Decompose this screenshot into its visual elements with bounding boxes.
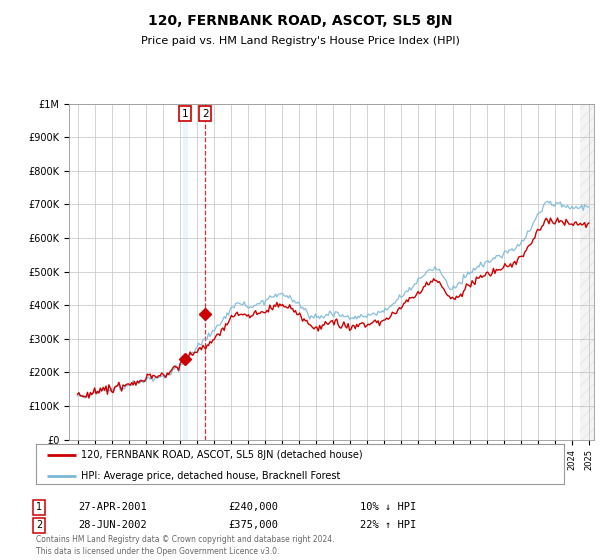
- Text: 22% ↑ HPI: 22% ↑ HPI: [360, 520, 416, 530]
- Text: HPI: Average price, detached house, Bracknell Forest: HPI: Average price, detached house, Brac…: [81, 470, 340, 480]
- Text: Price paid vs. HM Land Registry's House Price Index (HPI): Price paid vs. HM Land Registry's House …: [140, 36, 460, 46]
- Text: 120, FERNBANK ROAD, ASCOT, SL5 8JN (detached house): 120, FERNBANK ROAD, ASCOT, SL5 8JN (deta…: [81, 450, 362, 460]
- Bar: [182, 104, 188, 440]
- Text: 10% ↓ HPI: 10% ↓ HPI: [360, 502, 416, 512]
- Bar: [580, 104, 594, 440]
- Text: 1: 1: [182, 109, 188, 119]
- Text: 1: 1: [36, 502, 42, 512]
- Text: 27-APR-2001: 27-APR-2001: [78, 502, 147, 512]
- Text: 2: 2: [36, 520, 42, 530]
- Text: Contains HM Land Registry data © Crown copyright and database right 2024.
This d: Contains HM Land Registry data © Crown c…: [36, 535, 335, 556]
- Text: 120, FERNBANK ROAD, ASCOT, SL5 8JN: 120, FERNBANK ROAD, ASCOT, SL5 8JN: [148, 14, 452, 28]
- Text: £240,000: £240,000: [228, 502, 278, 512]
- Text: 28-JUN-2002: 28-JUN-2002: [78, 520, 147, 530]
- Text: £375,000: £375,000: [228, 520, 278, 530]
- Text: 2: 2: [202, 109, 209, 119]
